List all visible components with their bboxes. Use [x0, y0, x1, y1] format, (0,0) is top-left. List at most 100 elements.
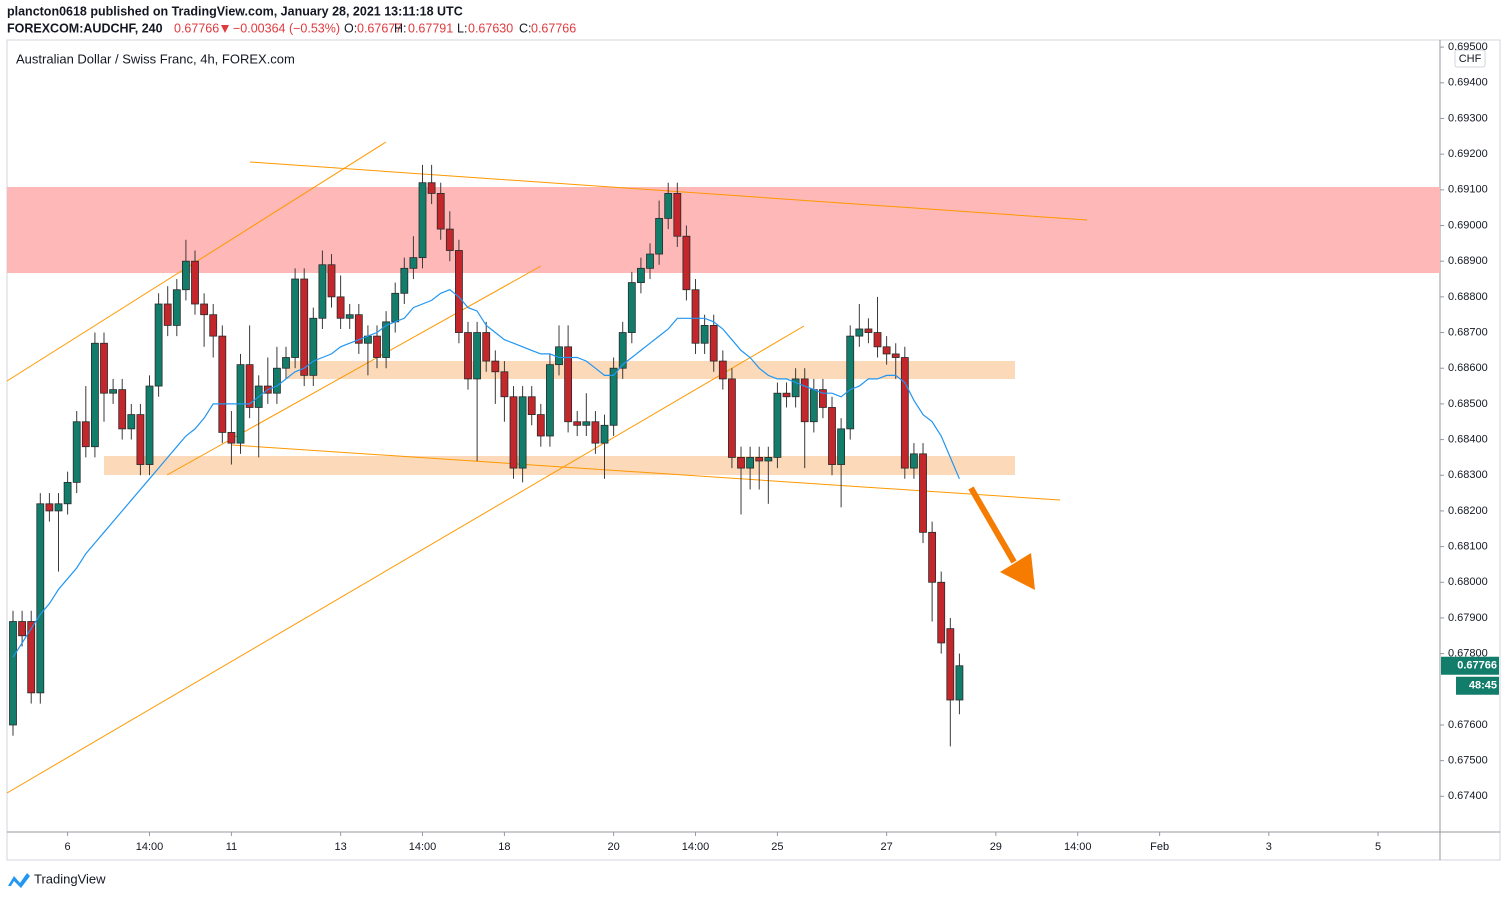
candle-body: [891, 353, 900, 358]
candle-body: [910, 453, 918, 469]
y-tick-label: 0.68500: [1448, 398, 1488, 410]
candle-body: [873, 332, 882, 348]
x-tick-label: 14:00: [682, 841, 710, 853]
y-tick-label: 0.68900: [1448, 255, 1488, 267]
candle-body: [664, 193, 673, 219]
candle-body: [455, 250, 463, 333]
o: 0.67677: [357, 21, 402, 35]
candle-body: [473, 332, 482, 380]
logo: TradingView: [8, 871, 106, 888]
symbol: FOREXCOM:AUDCHF, 240: [7, 21, 163, 35]
arrow-shaft: [968, 486, 1017, 564]
candle-body: [127, 414, 136, 430]
candle-body: [464, 332, 472, 380]
countdown-tag: [1456, 676, 1499, 695]
candle-body: [555, 346, 563, 366]
candle-body: [27, 621, 36, 694]
candle-body: [482, 332, 491, 362]
candle-body: [118, 389, 127, 430]
candle-body: [937, 581, 946, 644]
candle-body: [564, 346, 573, 423]
candle-body: [81, 421, 90, 448]
y-tick-label: 0.69000: [1448, 219, 1488, 231]
y-tick-label: 0.69400: [1448, 77, 1488, 89]
published-line: plancton0618 published on TradingView.co…: [7, 4, 463, 18]
x-tick-label: 5: [1375, 841, 1381, 853]
series: [9, 164, 964, 747]
candle-body: [573, 421, 582, 426]
candle-body: [445, 228, 454, 251]
candle-body: [209, 314, 218, 337]
candle-body: [300, 278, 309, 376]
candle-body: [382, 321, 391, 358]
candle-body: [637, 267, 645, 283]
brand: TradingView: [34, 871, 106, 886]
x-tick-label: 14:00: [1064, 841, 1092, 853]
y-tick-label: 0.69300: [1448, 112, 1488, 124]
y-tick-label: 0.67800: [1448, 648, 1488, 660]
trend-line: [6, 325, 805, 794]
ohlc-line: FOREXCOM:AUDCHF, 240 0.67766 −0.00364 (−…: [7, 21, 576, 35]
candle-body: [100, 342, 108, 394]
candle-body: [436, 193, 445, 230]
candle-body: [227, 432, 236, 444]
candle-body: [45, 503, 54, 512]
candle-body: [882, 346, 891, 355]
currency-box: [1454, 49, 1486, 68]
candle-body: [600, 424, 609, 444]
candle-body: [218, 335, 227, 433]
resistance-zone: [7, 187, 1440, 273]
y-tick-label: 0.68400: [1448, 433, 1488, 445]
y-tick-label: 0.69100: [1448, 184, 1488, 196]
candle-body: [718, 360, 727, 380]
candle-body: [819, 389, 827, 408]
candle-body: [527, 396, 536, 415]
candle-body: [291, 278, 300, 358]
candle-body: [509, 396, 518, 469]
candle-body: [154, 303, 163, 387]
candle-body: [591, 421, 600, 444]
candle-body: [773, 392, 782, 458]
candle-body: [345, 314, 354, 319]
candle-body: [919, 453, 927, 533]
candle-body: [191, 260, 199, 305]
candle-body: [618, 332, 627, 369]
candle-body: [63, 481, 72, 505]
candle-body: [518, 396, 527, 469]
candle-body: [682, 235, 691, 291]
candle-body: [18, 621, 27, 637]
candle-body: [946, 628, 955, 701]
c-label: C:: [519, 21, 532, 35]
x-tick-label: 11: [226, 841, 237, 853]
last-price: 0.67766: [1457, 660, 1497, 672]
candle-body: [928, 531, 937, 583]
candle-body: [709, 325, 718, 362]
candle-body: [900, 357, 909, 469]
candle-body: [373, 335, 381, 358]
y-tick-label: 0.69500: [1448, 41, 1488, 53]
candle-body: [536, 414, 545, 437]
last-price-tag: [1441, 656, 1499, 675]
candle-body: [282, 357, 290, 369]
h: 0.67791: [408, 21, 453, 35]
y-tick-label: 0.67400: [1448, 790, 1488, 802]
candle-body: [172, 289, 181, 326]
o-label: O:: [344, 21, 357, 35]
candle-body: [655, 217, 664, 255]
candle-body: [782, 392, 791, 398]
y-tick-label: 0.67900: [1448, 612, 1488, 624]
candle-body: [855, 328, 864, 337]
x-tick-label: 18: [498, 841, 510, 853]
candle-body: [609, 367, 618, 426]
candle-body: [391, 292, 400, 323]
x-tick-label: 27: [880, 841, 892, 853]
candle-body: [273, 367, 281, 394]
candle-body: [755, 457, 764, 462]
candle-body: [737, 457, 745, 469]
y-tick-label: 0.67600: [1448, 719, 1488, 731]
candle-body: [746, 457, 755, 469]
candle-body: [427, 182, 436, 194]
last: 0.67766: [174, 21, 219, 35]
